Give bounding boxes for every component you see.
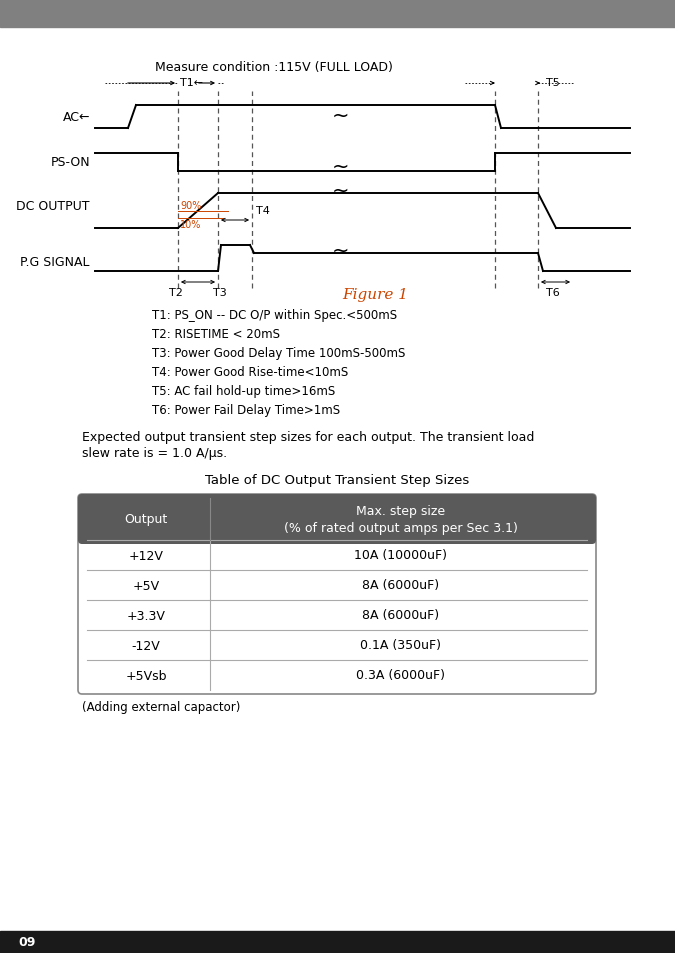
Text: Measure condition :115V (FULL LOAD): Measure condition :115V (FULL LOAD) [155, 61, 393, 74]
Text: T4: Power Good Rise-time<10mS: T4: Power Good Rise-time<10mS [152, 366, 348, 378]
Text: T3: T3 [213, 288, 227, 297]
Text: Max. step size
(% of rated output amps per Sec 3.1): Max. step size (% of rated output amps p… [284, 504, 518, 535]
Text: T1: PS_ON -- DC O/P within Spec.<500mS: T1: PS_ON -- DC O/P within Spec.<500mS [152, 309, 397, 322]
Text: T5: T5 [546, 78, 560, 88]
Text: T4: T4 [256, 206, 270, 215]
Text: ~: ~ [331, 157, 349, 177]
Text: ~: ~ [331, 241, 349, 261]
Text: 10%: 10% [180, 220, 201, 230]
Text: 90%: 90% [180, 201, 201, 211]
Text: DC OUTPUT: DC OUTPUT [16, 200, 90, 213]
Text: Table of DC Output Transient Step Sizes: Table of DC Output Transient Step Sizes [205, 474, 469, 486]
Text: 0.1A (350uF): 0.1A (350uF) [360, 639, 441, 652]
Text: +3.3V: +3.3V [127, 609, 165, 622]
Text: T2: T2 [169, 288, 183, 297]
Text: P.G SIGNAL: P.G SIGNAL [20, 256, 90, 269]
FancyBboxPatch shape [78, 495, 596, 695]
Text: +5V: +5V [132, 578, 159, 592]
Text: T3: Power Good Delay Time 100mS-500mS: T3: Power Good Delay Time 100mS-500mS [152, 347, 406, 359]
Text: T1←: T1← [180, 78, 203, 88]
Text: 8A (6000uF): 8A (6000uF) [362, 609, 439, 622]
Text: T6: T6 [546, 288, 560, 297]
Text: -12V: -12V [132, 639, 161, 652]
FancyBboxPatch shape [78, 495, 596, 544]
Text: ~: ~ [331, 106, 349, 126]
Text: Figure 1: Figure 1 [342, 288, 408, 302]
Text: T6: Power Fail Delay Time>1mS: T6: Power Fail Delay Time>1mS [152, 403, 340, 416]
Text: PS-ON: PS-ON [51, 156, 90, 170]
Text: (Adding external capactor): (Adding external capactor) [82, 700, 240, 713]
Text: slew rate is = 1.0 A/μs.: slew rate is = 1.0 A/μs. [82, 447, 227, 459]
Text: +12V: +12V [128, 549, 163, 562]
Text: 0.3A (6000uF): 0.3A (6000uF) [356, 669, 446, 681]
Bar [0, 931, 675, 953]
Text: Expected output transient step sizes for each output. The transient load: Expected output transient step sizes for… [82, 431, 535, 443]
Text: 8A (6000uF): 8A (6000uF) [362, 578, 439, 592]
Bar [0, 0, 675, 28]
Text: ~: ~ [331, 181, 349, 201]
Bar [82, 519, 592, 540]
Text: Output: Output [124, 513, 167, 526]
Text: T2: RISETIME < 20mS: T2: RISETIME < 20mS [152, 328, 280, 340]
Text: 09: 09 [18, 936, 35, 948]
Text: AC←: AC← [63, 111, 90, 124]
Text: +5Vsb: +5Vsb [126, 669, 167, 681]
Text: 10A (10000uF): 10A (10000uF) [354, 549, 448, 562]
Text: T5: AC fail hold-up time>16mS: T5: AC fail hold-up time>16mS [152, 385, 335, 397]
